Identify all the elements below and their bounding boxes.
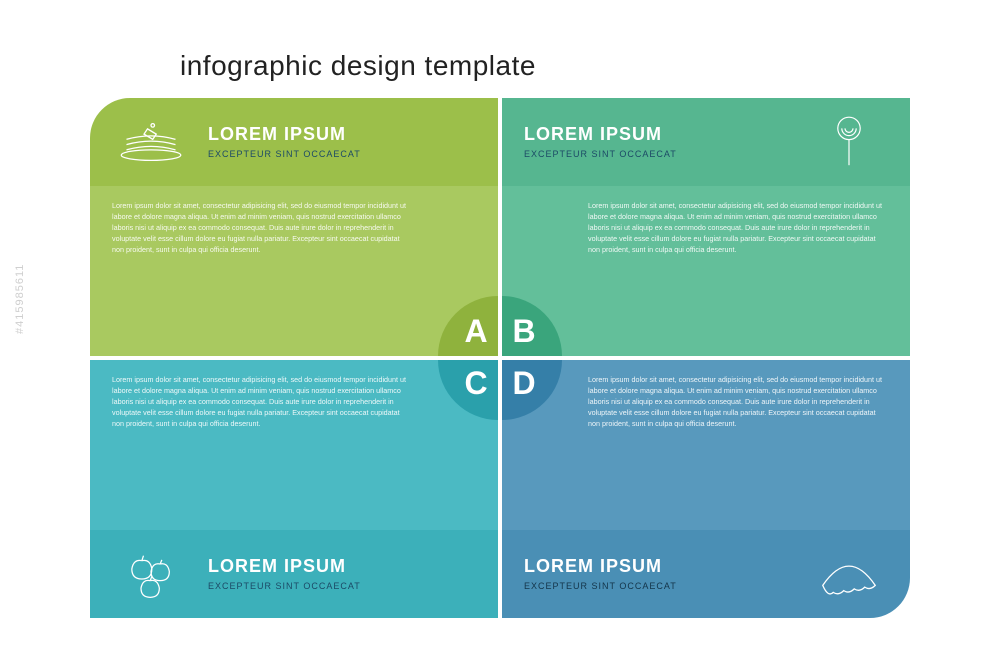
panel-d-titles: LOREM IPSUM EXCEPTEUR SINT OCCAECAT bbox=[524, 556, 677, 591]
panel-c: LOREM IPSUM EXCEPTEUR SINT OCCAECAT Lore… bbox=[90, 360, 498, 618]
panel-a-subtitle: EXCEPTEUR SINT OCCAECAT bbox=[208, 149, 361, 159]
dumpling-icon bbox=[810, 545, 888, 603]
panel-b-subtitle: EXCEPTEUR SINT OCCAECAT bbox=[524, 149, 677, 159]
panel-a-titles: LOREM IPSUM EXCEPTEUR SINT OCCAECAT bbox=[208, 124, 361, 159]
panel-a-paragraph: Lorem ipsum dolor sit amet, consectetur … bbox=[112, 200, 412, 256]
panel-b-body: Lorem ipsum dolor sit amet, consectetur … bbox=[502, 186, 910, 356]
panel-b-header: LOREM IPSUM EXCEPTEUR SINT OCCAECAT bbox=[502, 98, 910, 186]
infographic-grid: LOREM IPSUM EXCEPTEUR SINT OCCAECAT Lore… bbox=[90, 98, 910, 618]
panel-d: LOREM IPSUM EXCEPTEUR SINT OCCAECAT Lore… bbox=[502, 360, 910, 618]
pancakes-icon bbox=[112, 113, 190, 171]
panel-a-heading: LOREM IPSUM bbox=[208, 124, 361, 145]
page-title: infographic design template bbox=[90, 50, 910, 98]
panel-b-heading: LOREM IPSUM bbox=[524, 124, 677, 145]
panel-c-heading: LOREM IPSUM bbox=[208, 556, 361, 577]
panel-d-subtitle: EXCEPTEUR SINT OCCAECAT bbox=[524, 581, 677, 591]
panel-c-header: LOREM IPSUM EXCEPTEUR SINT OCCAECAT bbox=[90, 530, 498, 618]
lollipop-icon bbox=[810, 113, 888, 171]
panel-c-subtitle: EXCEPTEUR SINT OCCAECAT bbox=[208, 581, 361, 591]
panel-a-header: LOREM IPSUM EXCEPTEUR SINT OCCAECAT bbox=[90, 98, 498, 186]
panel-b-paragraph: Lorem ipsum dolor sit amet, consectetur … bbox=[588, 200, 888, 256]
panel-c-body: Lorem ipsum dolor sit amet, consectetur … bbox=[90, 360, 498, 530]
watermark-text: #415985611 bbox=[14, 263, 26, 333]
panel-a-body: Lorem ipsum dolor sit amet, consectetur … bbox=[90, 186, 498, 356]
panel-a: LOREM IPSUM EXCEPTEUR SINT OCCAECAT Lore… bbox=[90, 98, 498, 356]
panel-d-body: Lorem ipsum dolor sit amet, consectetur … bbox=[502, 360, 910, 530]
panel-d-heading: LOREM IPSUM bbox=[524, 556, 677, 577]
panel-b-titles: LOREM IPSUM EXCEPTEUR SINT OCCAECAT bbox=[524, 124, 677, 159]
panel-d-paragraph: Lorem ipsum dolor sit amet, consectetur … bbox=[588, 374, 888, 430]
panel-c-titles: LOREM IPSUM EXCEPTEUR SINT OCCAECAT bbox=[208, 556, 361, 591]
panel-b: LOREM IPSUM EXCEPTEUR SINT OCCAECAT Lore… bbox=[502, 98, 910, 356]
panel-c-paragraph: Lorem ipsum dolor sit amet, consectetur … bbox=[112, 374, 412, 430]
panel-d-header: LOREM IPSUM EXCEPTEUR SINT OCCAECAT bbox=[502, 530, 910, 618]
apples-icon bbox=[112, 545, 190, 603]
